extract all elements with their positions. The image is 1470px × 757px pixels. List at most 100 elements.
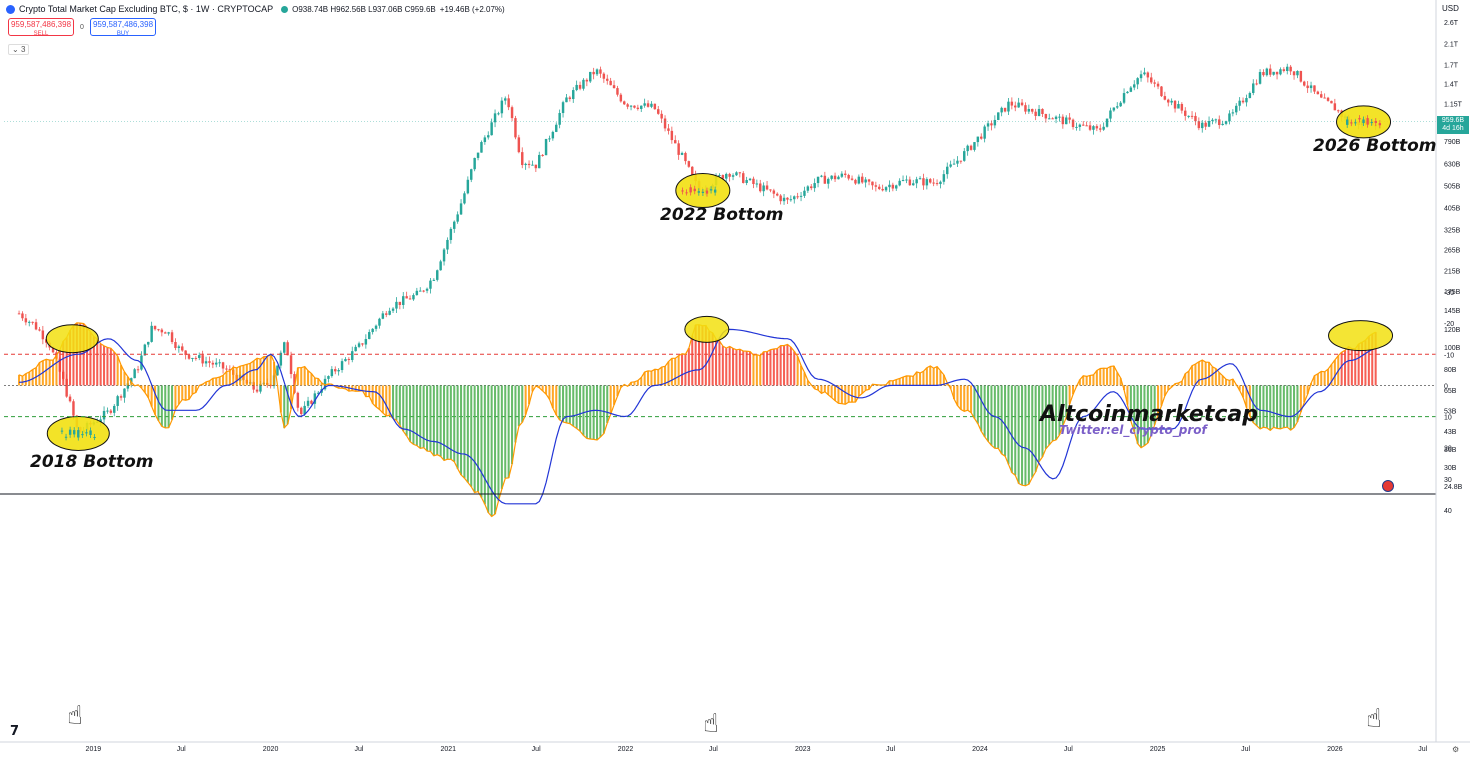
buy-button[interactable]: 959,587,486,398 BUY bbox=[90, 18, 156, 37]
candle-body bbox=[585, 79, 589, 82]
candle-body bbox=[1258, 72, 1262, 84]
candle-body bbox=[888, 184, 891, 188]
histogram-bar bbox=[667, 361, 670, 386]
histogram-bar bbox=[405, 385, 408, 436]
candle-body bbox=[721, 175, 725, 179]
market-status-icon bbox=[281, 5, 289, 13]
candle-body bbox=[17, 313, 21, 315]
candle-body bbox=[748, 178, 752, 181]
histogram-bar bbox=[691, 335, 694, 386]
candle-body bbox=[453, 221, 456, 229]
histogram-bar bbox=[640, 377, 643, 386]
candle-body bbox=[1129, 87, 1133, 92]
histogram-bar bbox=[116, 356, 119, 386]
time-tick-label: 2022 bbox=[618, 746, 634, 753]
candle-body bbox=[225, 368, 228, 370]
candle-body bbox=[555, 124, 558, 132]
histogram-bar bbox=[936, 366, 939, 386]
candle-body bbox=[1262, 72, 1265, 76]
histogram-bar bbox=[575, 385, 578, 429]
histogram-bar bbox=[1313, 375, 1316, 386]
candle-body bbox=[102, 410, 106, 420]
histogram-bar bbox=[1143, 385, 1146, 446]
candle-body bbox=[330, 369, 334, 377]
candle-body bbox=[1292, 71, 1296, 76]
histogram-bar bbox=[932, 368, 935, 386]
tradingview-logo-icon[interactable]: 𝟳 bbox=[10, 724, 20, 739]
histogram-bar bbox=[548, 385, 551, 400]
candle-body bbox=[429, 280, 432, 289]
currency-label[interactable]: USD bbox=[1442, 4, 1459, 13]
candle-body bbox=[990, 123, 993, 126]
histogram-bar bbox=[834, 385, 837, 401]
histogram-bar bbox=[766, 351, 769, 386]
candle-body bbox=[221, 362, 225, 369]
histogram-bar bbox=[670, 358, 673, 386]
candle-body bbox=[415, 290, 419, 296]
candle-body bbox=[1014, 105, 1017, 108]
candle-body bbox=[119, 396, 123, 398]
candle-body bbox=[680, 152, 684, 155]
histogram-bar bbox=[1245, 385, 1248, 408]
candle-body bbox=[568, 97, 572, 100]
histogram-bar bbox=[1282, 385, 1285, 428]
candle-body bbox=[619, 94, 623, 102]
candle-body bbox=[1051, 118, 1054, 120]
candle-body bbox=[538, 154, 541, 169]
histogram-bar bbox=[1119, 378, 1122, 386]
indicators-toggle[interactable]: ⌄ 3 bbox=[8, 44, 30, 55]
histogram-bar bbox=[1157, 385, 1160, 415]
candle-body bbox=[439, 261, 442, 271]
histogram-bar bbox=[290, 385, 293, 409]
histogram-bar bbox=[69, 330, 72, 386]
candle-body bbox=[1037, 108, 1041, 116]
symbol-title[interactable]: Crypto Total Market Cap Excluding BTC, $… bbox=[19, 4, 274, 14]
histogram-bar bbox=[375, 385, 378, 407]
candle-body bbox=[510, 107, 514, 119]
histogram-bar bbox=[191, 385, 194, 395]
candle-body bbox=[1031, 108, 1034, 112]
candle-body bbox=[871, 181, 874, 186]
histogram-bar bbox=[1265, 385, 1268, 428]
histogram-bar bbox=[579, 385, 582, 432]
time-tick-label: Jul bbox=[1064, 746, 1073, 753]
histogram-bar bbox=[939, 370, 942, 386]
candle-body bbox=[77, 430, 80, 438]
histogram-bar bbox=[327, 383, 330, 386]
candle-body bbox=[408, 298, 412, 300]
histogram-bar bbox=[820, 385, 823, 394]
sell-button[interactable]: 959,587,486,398 SELL bbox=[8, 18, 74, 37]
candle-body bbox=[833, 175, 837, 180]
histogram-bar bbox=[796, 356, 799, 386]
candle-body bbox=[616, 88, 619, 95]
candle-body bbox=[187, 354, 191, 359]
histogram-bar bbox=[956, 385, 959, 406]
price-tick-label: 1.4T bbox=[1444, 82, 1459, 89]
histogram-bar bbox=[99, 343, 102, 386]
candle-body bbox=[208, 361, 211, 363]
histogram-bar bbox=[592, 385, 595, 440]
histogram-bar bbox=[817, 385, 820, 391]
candle-body bbox=[286, 342, 289, 356]
candle-body bbox=[1299, 70, 1303, 82]
candle-body bbox=[551, 131, 555, 139]
histogram-bar bbox=[1038, 385, 1041, 462]
settings-gear-icon[interactable]: ⚙ bbox=[1452, 745, 1460, 754]
histogram-bar bbox=[130, 382, 133, 386]
histogram-bar bbox=[800, 365, 803, 386]
us-flag-icon[interactable] bbox=[1382, 480, 1394, 492]
histogram-bar bbox=[1051, 385, 1054, 441]
candle-body bbox=[153, 325, 157, 330]
candle-body bbox=[959, 160, 963, 162]
candle-body bbox=[922, 178, 925, 186]
time-tick-label: 2024 bbox=[972, 746, 988, 753]
candle-body bbox=[357, 343, 361, 347]
price-tick-label: 65B bbox=[1444, 388, 1457, 395]
time-tick-label: 2023 bbox=[795, 746, 811, 753]
candle-body bbox=[1248, 93, 1252, 99]
candle-body bbox=[73, 430, 76, 435]
histogram-bar bbox=[772, 349, 775, 386]
candle-body bbox=[1027, 108, 1031, 112]
histogram-bar bbox=[888, 380, 891, 386]
